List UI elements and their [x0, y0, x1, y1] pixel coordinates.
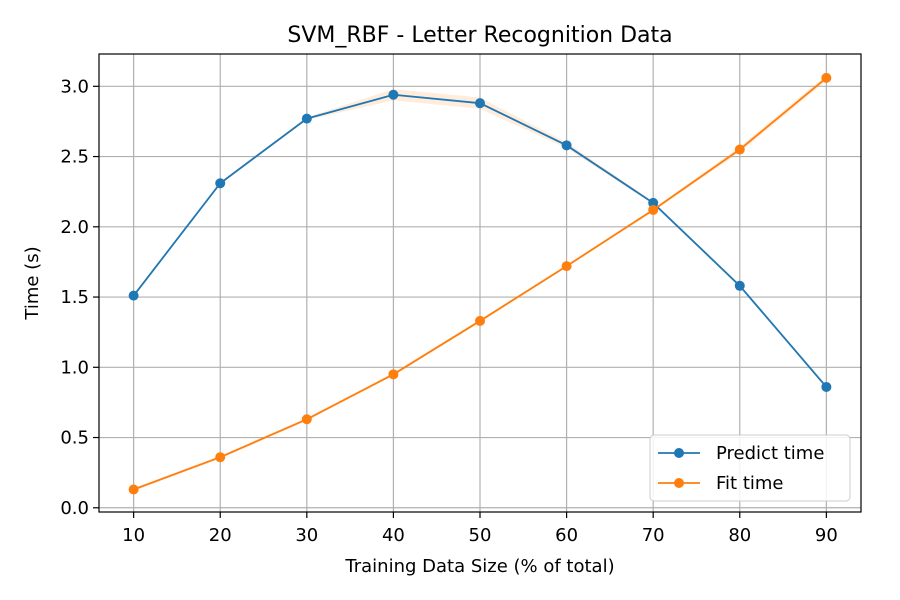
chart-title: SVM_RBF - Letter Recognition Data [287, 23, 672, 48]
x-tick-label: 50 [469, 525, 492, 546]
x-tick-label: 90 [815, 525, 838, 546]
legend-label-fit: Fit time [716, 473, 784, 494]
y-tick-label: 0.5 [60, 428, 89, 449]
data-points [128, 72, 832, 495]
y-tick-label: 2.0 [60, 217, 89, 238]
legend: Predict time Fit time [649, 434, 851, 502]
y-tick-label: 3.0 [60, 76, 89, 97]
point-fit-time [301, 414, 312, 425]
point-fit-time [388, 369, 399, 380]
point-fit-time [215, 452, 226, 463]
point-fit-time [475, 315, 485, 326]
x-tick-label: 80 [728, 525, 751, 546]
point-predict-time [821, 381, 832, 392]
point-fit-time [821, 72, 832, 83]
point-fit-time [648, 204, 659, 215]
legend-label-predict: Predict time [716, 443, 824, 464]
y-axis-ticks: 0.0 0.5 1.0 1.5 2.0 2.5 3.0 [60, 76, 99, 519]
y-tick-label: 0.0 [60, 498, 89, 519]
x-tick-label: 70 [642, 525, 665, 546]
point-fit-time [128, 484, 139, 495]
legend-marker-fit [674, 478, 684, 488]
y-tick-label: 1.0 [60, 357, 89, 378]
legend-marker-predict [674, 448, 684, 458]
point-predict-time [475, 98, 485, 109]
legend-box [649, 434, 851, 502]
x-tick-label: 60 [555, 525, 578, 546]
y-tick-label: 1.5 [60, 287, 89, 308]
x-axis-label: Training Data Size (% of total) [344, 556, 614, 577]
x-tick-label: 40 [382, 525, 405, 546]
point-predict-time [215, 178, 226, 189]
y-tick-label: 2.5 [60, 147, 89, 168]
point-fit-time [734, 144, 745, 155]
point-predict-time [301, 113, 312, 124]
x-tick-label: 20 [209, 525, 232, 546]
point-predict-time [128, 290, 139, 301]
point-predict-time [561, 140, 572, 151]
point-fit-time [561, 261, 572, 272]
point-predict-time [734, 280, 745, 291]
x-tick-label: 30 [295, 525, 318, 546]
x-tick-label: 10 [122, 525, 145, 546]
y-axis-label: Time (s) [22, 246, 43, 320]
point-predict-time [648, 197, 659, 208]
x-axis-ticks: 10 20 30 40 50 60 70 80 90 [122, 512, 838, 546]
point-predict-time [388, 89, 399, 100]
